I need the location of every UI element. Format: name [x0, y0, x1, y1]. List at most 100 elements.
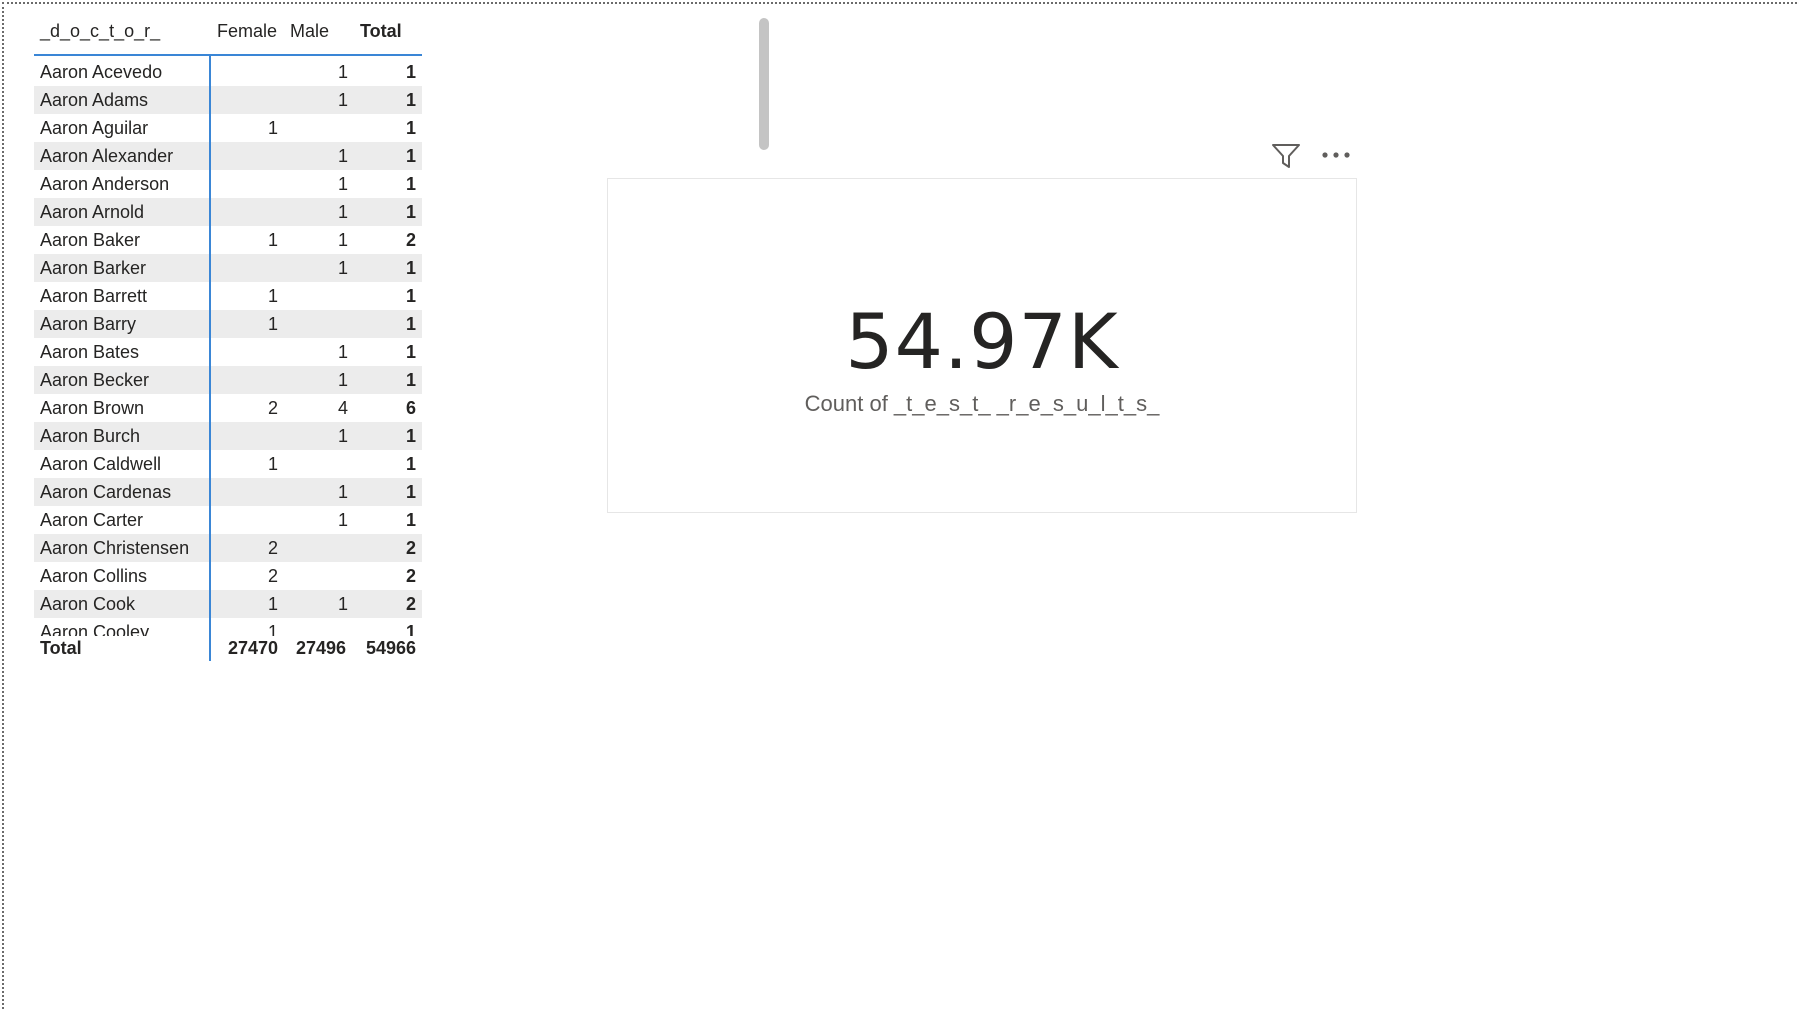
female-count: 1: [267, 454, 278, 474]
total-row-label: Total: [40, 638, 82, 658]
row-header-name: Aaron Collins: [40, 566, 148, 586]
scrollbar-thumb[interactable]: [759, 18, 769, 150]
row-header-name: Aaron Carter: [40, 510, 144, 530]
matrix-visual[interactable]: _d_o_c_t_o_r_ Female Male Total Aaron Ac…: [34, 16, 422, 661]
row-header-name: Aaron Baker: [40, 230, 141, 250]
female-count: 1: [267, 594, 278, 614]
table-row[interactable]: Aaron Collins 2 2: [34, 562, 422, 590]
row-total: 6: [405, 398, 416, 418]
table-row[interactable]: Aaron Barrett 1 1: [34, 282, 422, 310]
row-total: 1: [405, 62, 416, 82]
table-row[interactable]: Aaron Barker 1 1: [34, 254, 422, 282]
female-count: 2: [267, 538, 278, 558]
table-row[interactable]: Aaron Barry 1 1: [34, 310, 422, 338]
row-header-name: Aaron Christensen: [40, 538, 190, 558]
row-header-name: Aaron Caldwell: [40, 454, 162, 474]
column-header-female[interactable]: Female: [217, 21, 278, 41]
table-row[interactable]: Aaron Acevedo 1 1: [34, 58, 422, 86]
row-total: 1: [405, 370, 416, 390]
matrix-header: _d_o_c_t_o_r_ Female Male Total: [34, 16, 422, 56]
card-visual[interactable]: 54.97K Count of _t_e_s_t_ _r_e_s_u_l_t_s…: [607, 178, 1357, 513]
row-header-name: Aaron Barrett: [40, 286, 148, 306]
male-count: 1: [337, 146, 348, 166]
row-header-name: Aaron Becker: [40, 370, 150, 390]
row-header-divider: [209, 56, 211, 661]
row-total: 1: [405, 286, 416, 306]
row-total: 2: [405, 230, 416, 250]
row-header-name: Aaron Cook: [40, 594, 136, 614]
row-total: 1: [405, 482, 416, 502]
male-count: 1: [337, 202, 348, 222]
table-row[interactable]: Aaron Brown 2 4 6: [34, 394, 422, 422]
female-count: 2: [267, 566, 278, 586]
table-row[interactable]: Aaron Carter 1 1: [34, 506, 422, 534]
row-total: 1: [405, 342, 416, 362]
matrix-total-row: Total 27470 27496 54966: [34, 636, 422, 666]
row-total: 1: [405, 314, 416, 334]
row-total: 1: [405, 90, 416, 110]
male-count: 1: [337, 174, 348, 194]
total-male-value: 27496: [295, 638, 346, 658]
male-count: 1: [337, 342, 348, 362]
row-header-name: Aaron Barker: [40, 258, 147, 278]
table-row[interactable]: Aaron Cardenas 1 1: [34, 478, 422, 506]
male-count: 1: [337, 370, 348, 390]
table-row[interactable]: Aaron Christensen 2 2: [34, 534, 422, 562]
row-total: 1: [405, 146, 416, 166]
table-row[interactable]: Aaron Adams 1 1: [34, 86, 422, 114]
filter-icon[interactable]: [1270, 141, 1302, 171]
female-count: 1: [267, 118, 278, 138]
card-visual-header: [1264, 137, 1364, 173]
table-row[interactable]: Aaron Arnold 1 1: [34, 198, 422, 226]
row-header-name: Aaron Alexander: [40, 146, 174, 166]
row-total: 1: [405, 622, 416, 636]
female-count: 1: [267, 314, 278, 334]
male-count: 1: [337, 594, 348, 614]
table-row[interactable]: Aaron Caldwell 1 1: [34, 450, 422, 478]
row-header-name: Aaron Cardenas: [40, 482, 172, 502]
matrix-rows[interactable]: Aaron Acevedo 1 1 Aaron Adams 1 1 Aaron Aguila…: [34, 58, 422, 636]
table-row[interactable]: Aaron Burch 1 1: [34, 422, 422, 450]
row-total: 2: [405, 594, 416, 614]
row-total: 1: [405, 454, 416, 474]
grand-total-value: 54966: [365, 638, 416, 658]
male-count: 1: [337, 482, 348, 502]
row-total: 1: [405, 426, 416, 446]
row-header-name: Aaron Anderson: [40, 174, 170, 194]
table-row[interactable]: Aaron Anderson 1 1: [34, 170, 422, 198]
row-header-name: Aaron Acevedo: [40, 62, 163, 82]
female-count: 2: [267, 398, 278, 418]
row-header-name: Aaron Bates: [40, 342, 140, 362]
row-header-name: Aaron Aguilar: [40, 118, 149, 138]
male-count: 1: [337, 510, 348, 530]
female-count: 1: [267, 230, 278, 250]
row-total: 1: [405, 510, 416, 530]
male-count: 4: [337, 398, 348, 418]
card-label: Count of _t_e_s_t_ _r_e_s_u_l_t_s_: [804, 391, 1160, 416]
male-count: 1: [337, 62, 348, 82]
row-total: 1: [405, 118, 416, 138]
table-row[interactable]: Aaron Baker 1 1 2: [34, 226, 422, 254]
card-value: 54.97K: [845, 297, 1119, 386]
table-row[interactable]: Aaron Becker 1 1: [34, 366, 422, 394]
row-header-name: Aaron Arnold: [40, 202, 145, 222]
row-total: 2: [405, 566, 416, 586]
male-count: 1: [337, 426, 348, 446]
table-row[interactable]: Aaron Aguilar 1 1: [34, 114, 422, 142]
table-row[interactable]: Aaron Cooley 1 1: [34, 618, 422, 636]
table-row[interactable]: Aaron Cook 1 1 2: [34, 590, 422, 618]
column-header-doctor[interactable]: _d_o_c_t_o_r_: [40, 21, 161, 41]
more-options-icon[interactable]: [1319, 141, 1353, 169]
male-count: 1: [337, 90, 348, 110]
table-row[interactable]: Aaron Bates 1 1: [34, 338, 422, 366]
column-header-total[interactable]: Total: [360, 21, 402, 41]
column-header-male[interactable]: Male: [290, 21, 330, 41]
female-count: 1: [267, 622, 278, 636]
row-header-name: Aaron Burch: [40, 426, 141, 446]
row-total: 1: [405, 258, 416, 278]
table-row[interactable]: Aaron Alexander 1 1: [34, 142, 422, 170]
row-total: 2: [405, 538, 416, 558]
row-total: 1: [405, 174, 416, 194]
row-header-name: Aaron Barry: [40, 314, 137, 334]
